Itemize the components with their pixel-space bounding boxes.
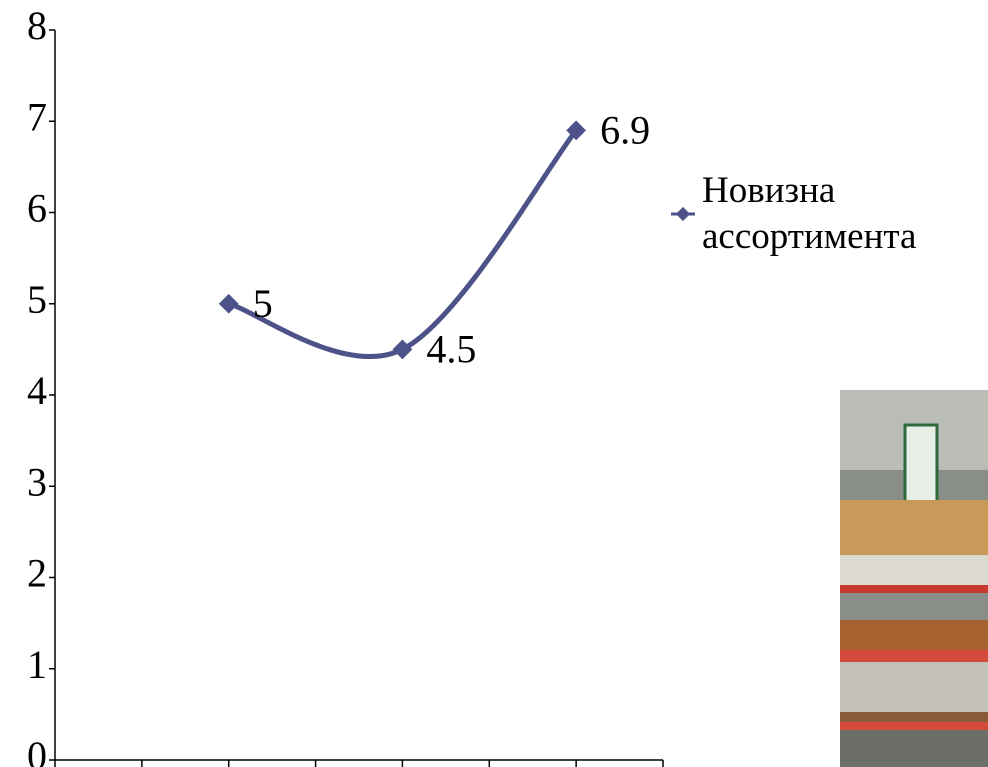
- y-tick-label: 0: [27, 733, 47, 767]
- y-tick-label: 3: [27, 459, 47, 504]
- photo: [840, 390, 988, 767]
- y-tick-label: 8: [27, 3, 47, 48]
- data-label: 6.9: [600, 108, 650, 153]
- y-tick-label: 1: [27, 642, 47, 687]
- legend-label: Новизна ассортимента: [702, 170, 917, 257]
- y-tick-label: 2: [27, 551, 47, 596]
- point-marker: [392, 339, 413, 360]
- data-label: 5: [253, 281, 273, 326]
- legend-marker: [675, 206, 691, 222]
- y-tick-label: 7: [27, 94, 47, 139]
- data-label: 4.5: [426, 327, 476, 372]
- y-tick-label: 4: [27, 368, 47, 413]
- line-segment: [227, 301, 404, 359]
- y-tick-label: 6: [27, 186, 47, 231]
- y-tick-label: 5: [27, 277, 47, 322]
- point-marker: [218, 293, 239, 314]
- line-segment: [401, 128, 579, 352]
